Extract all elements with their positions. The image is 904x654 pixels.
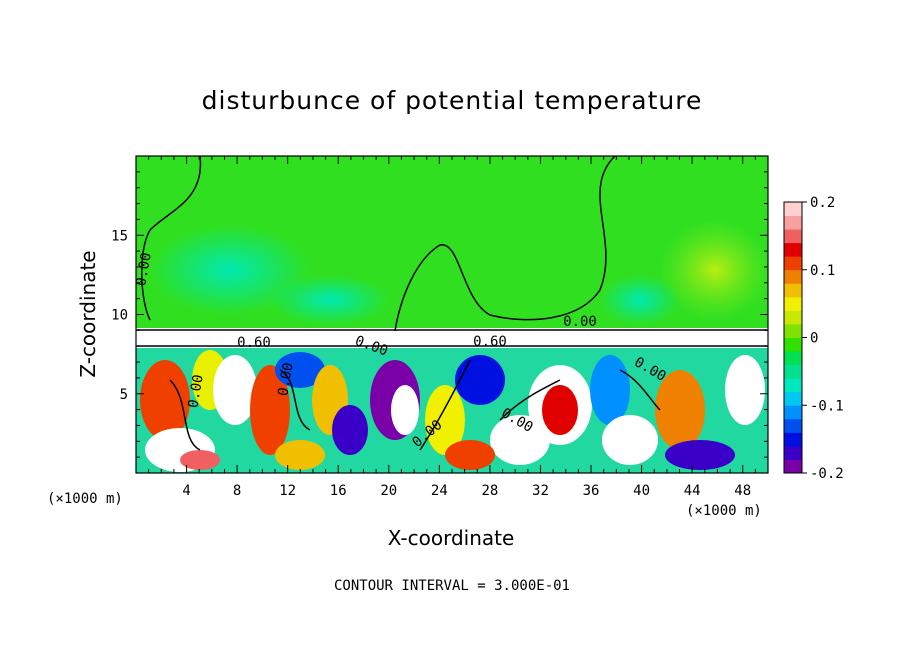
colorbar-tick-label: 0.2 (810, 195, 835, 211)
field-blob (542, 385, 578, 435)
colorbar-segment (784, 202, 802, 217)
x-tick-label: 20 (380, 483, 397, 499)
contour-line (499, 379, 561, 421)
field-blob (250, 365, 290, 455)
field-blob (655, 370, 705, 450)
colorbar-segment (784, 215, 802, 230)
colorbar-segment (784, 364, 802, 379)
contour-label: 0.60 (473, 334, 507, 350)
contour-lines (136, 156, 768, 451)
field-blob (270, 275, 390, 325)
colorbar-segment (784, 391, 802, 406)
y-axis-label: Z-coordinate (76, 250, 100, 378)
x-tick-label: 12 (279, 483, 296, 499)
field-blob (660, 220, 768, 320)
colorbar-segment (784, 269, 802, 284)
colorbar: 0.2 0.1 0 -0.1 -0.2 (783, 195, 844, 482)
colorbar-segment (784, 432, 802, 447)
colorbar-segment (784, 229, 802, 244)
field-blob (725, 355, 765, 425)
colorbar-segment (784, 459, 802, 474)
x-tick-label: 4 (182, 483, 190, 499)
colorbar-tick-label: 0.1 (810, 263, 835, 279)
x-axis: 4 8 12 16 20 24 28 32 36 40 44 48 (148, 156, 756, 499)
colorbar-segment (784, 445, 802, 460)
field-blob (590, 355, 630, 425)
colorbar-segment (784, 351, 802, 366)
x-axis-unit-right: (×1000 m) (686, 503, 762, 519)
x-tick-label: 36 (583, 483, 600, 499)
field-blob (140, 360, 190, 440)
contour-interval-note: CONTOUR INTERVAL = 3.000E-01 (333, 578, 570, 594)
field-blob (455, 355, 505, 405)
colorbar-tick-label: 0 (810, 331, 818, 347)
field-band (136, 328, 768, 348)
colorbar-tick-label: -0.1 (810, 398, 844, 414)
field-blob (445, 440, 495, 470)
colorbar-segment (784, 283, 802, 298)
contour-label: 0.60 (237, 335, 271, 351)
x-axis-label: X-coordinate (387, 526, 515, 550)
chart-title: disturbunce of potential temperature (201, 86, 703, 115)
field-blob (275, 352, 325, 388)
x-tick-label: 8 (233, 483, 241, 499)
contour-line (419, 359, 471, 451)
x-tick-label: 40 (633, 483, 650, 499)
colorbar-segment (784, 310, 802, 325)
field-blob (332, 405, 368, 455)
colorbar-segment (784, 337, 802, 352)
x-tick-label: 44 (684, 483, 701, 499)
colorbar-segment (784, 296, 802, 311)
x-tick-label: 48 (734, 483, 751, 499)
colorbar-segment (784, 378, 802, 393)
colorbar-segment (784, 405, 802, 420)
x-axis-unit-left: (×1000 m) (47, 491, 123, 507)
y-tick-label: 15 (111, 228, 128, 244)
colorbar-tick-label: -0.2 (810, 466, 844, 482)
field-blob (602, 415, 658, 465)
contour-label: 0.00 (185, 373, 207, 409)
field-blob (600, 275, 680, 325)
contour-label: 0.00 (563, 314, 597, 330)
colorbar-segment (784, 256, 802, 271)
y-axis: 5 10 15 (111, 171, 768, 458)
x-tick-label: 16 (330, 483, 347, 499)
x-tick-label: 28 (481, 483, 498, 499)
contour-label: 0.00 (133, 251, 155, 287)
colorbar-segment (784, 418, 802, 433)
field-blob (391, 385, 419, 435)
contour-line (141, 156, 202, 321)
y-tick-label: 5 (120, 387, 128, 403)
contour-line (619, 369, 661, 411)
y-tick-label: 10 (111, 308, 128, 324)
colorbar-segment (784, 323, 802, 338)
heatmap-field (136, 156, 768, 473)
field-blob (213, 355, 257, 425)
field-blob (665, 440, 735, 470)
contour-line (169, 379, 201, 451)
x-tick-label: 24 (431, 483, 448, 499)
contour-line (279, 369, 311, 431)
x-tick-label: 32 (532, 483, 549, 499)
field-blob (150, 225, 310, 315)
contour-line (394, 156, 616, 332)
field-blob (425, 385, 465, 455)
field-blob (180, 450, 220, 470)
contour-label: 0.00 (275, 361, 297, 397)
colorbar-segment (784, 242, 802, 257)
field-blob (275, 440, 325, 470)
